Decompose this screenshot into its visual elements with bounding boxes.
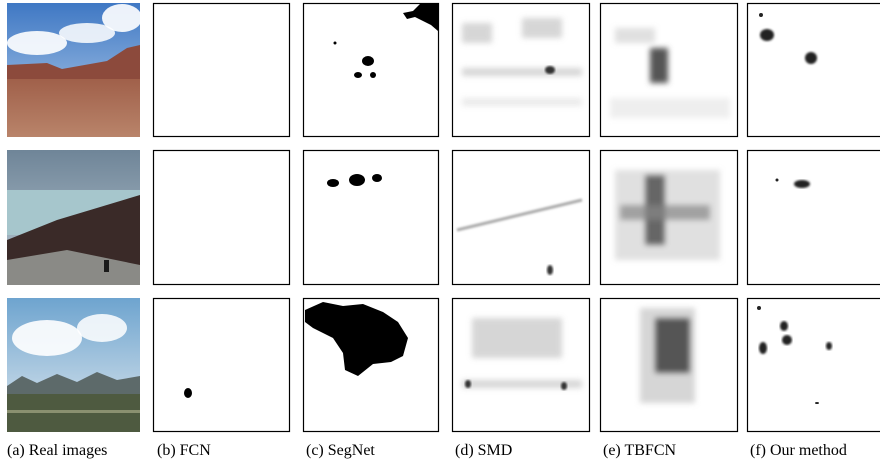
real-image <box>7 3 142 137</box>
tbfcn-map <box>599 297 739 433</box>
segnet-mask <box>302 149 440 286</box>
our-mask <box>746 2 880 138</box>
caption: (c) SegNet <box>306 442 375 459</box>
smd-map <box>451 2 591 138</box>
caption: (d) SMD <box>455 442 512 459</box>
real-image <box>7 150 140 285</box>
tbfcn-map <box>599 149 739 286</box>
tbfcn-map <box>599 2 739 138</box>
our-mask <box>746 149 880 286</box>
our-mask <box>746 297 880 433</box>
fcn-mask <box>152 2 291 138</box>
segnet-mask <box>302 297 440 433</box>
smd-map <box>451 297 591 433</box>
caption: (b) FCN <box>157 442 211 459</box>
fcn-mask <box>152 149 291 286</box>
fcn-mask <box>152 297 291 433</box>
segnet-mask <box>302 2 440 138</box>
caption: (e) TBFCN <box>603 442 676 459</box>
smd-map <box>451 149 591 286</box>
caption: (f) Our method <box>750 442 847 459</box>
fcn-blob <box>184 388 192 398</box>
real-image <box>7 298 140 432</box>
caption: (a) Real images <box>7 442 107 459</box>
